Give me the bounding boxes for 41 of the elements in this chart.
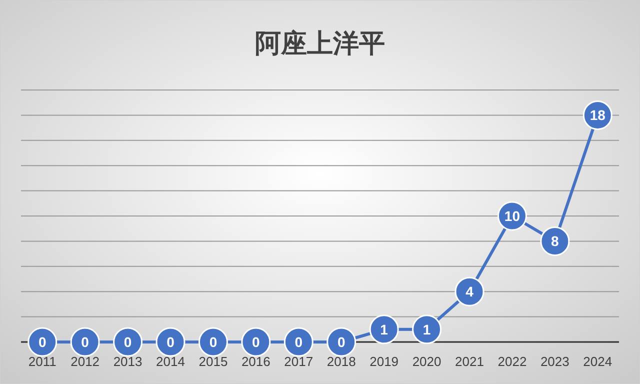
x-tick-label: 2013 <box>113 354 142 369</box>
x-tick-label: 2024 <box>583 354 612 369</box>
x-tick-label: 2018 <box>326 354 356 369</box>
chart-title: 阿座上洋平 <box>255 28 385 58</box>
data-label: 10 <box>504 208 520 224</box>
data-label: 0 <box>81 334 90 350</box>
x-tick-label: 2017 <box>284 354 314 369</box>
data-label: 0 <box>166 334 175 350</box>
data-label: 0 <box>38 334 46 350</box>
x-tick-label: 2015 <box>198 354 228 369</box>
point <box>540 226 570 256</box>
point <box>70 327 100 357</box>
x-tick-label: 2020 <box>412 354 442 369</box>
x-tick-label: 2011 <box>28 354 56 369</box>
data-label: 1 <box>422 321 431 338</box>
x-tick-label: 2016 <box>241 354 270 369</box>
data-label: 18 <box>590 107 606 124</box>
point <box>454 276 484 306</box>
point <box>156 327 186 357</box>
x-tick-label: 2021 <box>455 354 484 369</box>
data-label: 0 <box>252 334 260 350</box>
point <box>284 327 314 357</box>
data-label: 0 <box>209 334 218 350</box>
data-label: 4 <box>466 284 474 300</box>
x-tick-label: 2012 <box>70 354 100 369</box>
point <box>369 314 399 344</box>
point <box>28 327 58 357</box>
x-tick-label: 2022 <box>498 354 527 369</box>
x-tick-label: 2014 <box>156 354 185 369</box>
data-label: 0 <box>337 334 346 350</box>
point <box>326 327 356 357</box>
data-label: 1 <box>380 321 388 338</box>
data-label: 0 <box>124 334 132 350</box>
point <box>198 327 228 357</box>
data-label: 8 <box>551 233 560 250</box>
x-tick-label: 2019 <box>370 354 399 369</box>
data-label: 0 <box>294 334 303 350</box>
point <box>241 327 271 357</box>
x-tick-label: 2023 <box>540 354 570 369</box>
point <box>412 314 442 344</box>
point <box>113 327 143 357</box>
